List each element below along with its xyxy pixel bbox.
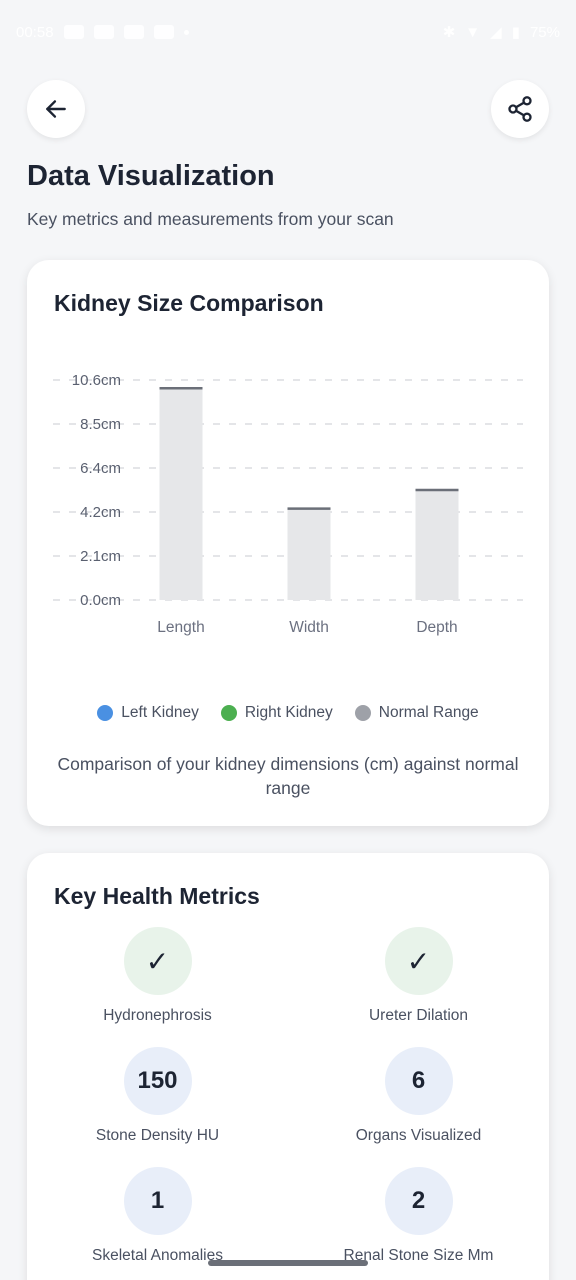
bar-length [159, 388, 203, 600]
y-tick-label: 6.4cm [80, 460, 121, 477]
y-tick-label: 0.0cm [80, 592, 121, 609]
check-icon: ✓ [384, 927, 453, 995]
x-tick-label: Length [157, 619, 204, 636]
chart-caption: Comparison of your kidney dimensions (cm… [57, 754, 519, 798]
battery-percent: 75% [529, 23, 560, 41]
metric-value: 6 [384, 1047, 453, 1115]
bar-depth [415, 490, 459, 600]
bluetooth-icon: ✱ [442, 24, 456, 41]
metric-label: Organs Visualized [355, 1127, 482, 1144]
y-tick-label: 8.5cm [80, 416, 121, 433]
notification-icon [93, 25, 114, 39]
chart-card-title: Kidney Size Comparison [54, 290, 324, 316]
battery-icon: ▮ [511, 24, 520, 41]
message-icon [123, 25, 144, 39]
y-tick-label: 4.2cm [80, 504, 121, 521]
metric-label: Skeletal Anomalies [92, 1247, 223, 1264]
metric-organs-visualized[interactable]: 6 Organs Visualized [288, 1047, 549, 1167]
metric-label: Renal Stone Size Mm [343, 1247, 494, 1264]
legend-item-right-kidney[interactable]: Right Kidney [220, 704, 333, 722]
arrow-left-icon [46, 100, 66, 118]
legend-dot-normal-range [354, 705, 371, 721]
back-button[interactable] [27, 80, 85, 138]
metric-ureter-dilation[interactable]: ✓ Ureter Dilation [288, 927, 549, 1047]
status-left: 00:58 [16, 24, 189, 41]
status-time: 00:58 [16, 23, 54, 41]
legend-item-left-kidney[interactable]: Left Kidney [97, 704, 199, 722]
youtube-icon [153, 25, 174, 39]
metric-value: 2 [384, 1167, 453, 1235]
kidney-size-card: Kidney Size Comparison 0.0cm 2.1cm 4.2cm 6.… [27, 260, 549, 826]
legend-dot-right-kidney [220, 705, 237, 721]
metrics-grid: ✓ Hydronephrosis ✓ Ureter Dilation 150 S… [27, 927, 549, 1280]
check-icon: ✓ [123, 927, 192, 995]
legend-label-right-kidney: Right Kidney [244, 704, 333, 721]
legend-item-normal-range[interactable]: Normal Range [354, 704, 479, 722]
wifi-icon: ▼ [465, 23, 481, 41]
x-tick-label: Depth [416, 619, 457, 636]
metric-label: Stone Density HU [95, 1127, 220, 1144]
metric-stone-density[interactable]: 150 Stone Density HU [27, 1047, 288, 1167]
metrics-card-title: Key Health Metrics [54, 883, 260, 909]
legend-dot-left-kidney [97, 705, 114, 721]
bar-width [287, 508, 331, 600]
page-subtitle: Key metrics and measurements from your s… [27, 209, 394, 229]
home-indicator[interactable] [208, 1260, 368, 1266]
metric-label: Hydronephrosis [103, 1007, 212, 1024]
youtube-icon [63, 25, 84, 39]
metric-hydronephrosis[interactable]: ✓ Hydronephrosis [27, 927, 288, 1047]
x-tick-label: Width [289, 619, 329, 636]
y-tick-label: 2.1cm [80, 548, 121, 565]
metric-renal-stone-size[interactable]: 2 Renal Stone Size Mm [288, 1167, 549, 1280]
metric-value: 1 [123, 1167, 192, 1235]
metric-value: 150 [123, 1047, 192, 1115]
page-title: Data Visualization [27, 160, 275, 192]
kidney-size-bar-chart: 0.0cm 2.1cm 4.2cm 6.4cm 8.5cm 10.6cm Length Wid… [53, 372, 523, 636]
metric-skeletal-anomalies[interactable]: 1 Skeletal Anomalies [27, 1167, 288, 1280]
y-tick-label: 10.6cm [72, 372, 121, 389]
status-bar: 00:58 ✱ ▼ ◢ ▮ 75% [0, 0, 576, 64]
key-health-metrics-card: Key Health Metrics ✓ Hydronephrosis ✓ Ur… [27, 853, 549, 1280]
chart-legend: Left Kidney Right Kidney Normal Range [27, 704, 549, 722]
legend-label-left-kidney: Left Kidney [121, 704, 199, 721]
more-notifications-dot-icon [183, 29, 189, 35]
share-icon [508, 96, 532, 122]
metric-label: Ureter Dilation [368, 1007, 469, 1024]
legend-label-normal-range: Normal Range [378, 704, 479, 721]
status-right: ✱ ▼ ◢ ▮ 75% [442, 23, 560, 42]
share-button[interactable] [491, 80, 549, 138]
signal-icon: ◢ [490, 24, 502, 41]
